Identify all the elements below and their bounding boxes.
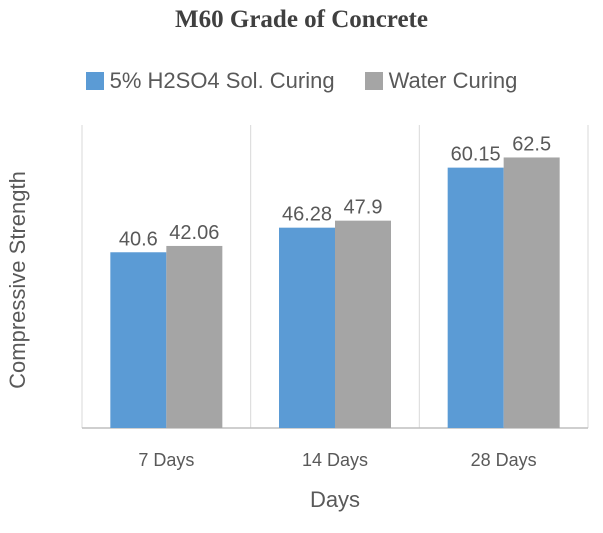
legend-swatch-acid-curing	[85, 72, 104, 90]
bar-acid-curing	[447, 167, 504, 429]
x-tick-label: 7 Days	[138, 450, 194, 470]
data-label: 40.6	[119, 228, 158, 250]
bar-water-curing	[503, 157, 560, 428]
data-label: 60.15	[451, 144, 501, 166]
x-tick-label: 14 Days	[302, 450, 368, 470]
bar-acid-curing	[279, 227, 335, 428]
bar-acid-curing	[110, 252, 167, 428]
data-label: 47.9	[344, 197, 383, 219]
legend-swatch-water-curing	[364, 72, 383, 90]
legend-item-water-curing: Water Curing	[364, 68, 518, 94]
x-tick-label: 28 Days	[471, 450, 537, 470]
legend-label-acid-curing: 5% H2SO4 Sol. Curing	[109, 68, 335, 93]
data-label: 46.28	[282, 204, 332, 226]
bar-water-curing	[335, 220, 391, 428]
bar-water-curing	[166, 245, 223, 428]
data-label: 62.5	[512, 133, 551, 155]
chart-legend: 5% H2SO4 Sol. Curing Water Curing	[0, 68, 603, 94]
chart-title: M60 Grade of Concrete	[175, 6, 428, 33]
x-axis-label: Days	[309, 487, 361, 512]
data-label: 42.06	[169, 222, 219, 244]
legend-label-water-curing: Water Curing	[388, 68, 518, 93]
legend-item-acid-curing: 5% H2SO4 Sol. Curing	[85, 68, 335, 94]
